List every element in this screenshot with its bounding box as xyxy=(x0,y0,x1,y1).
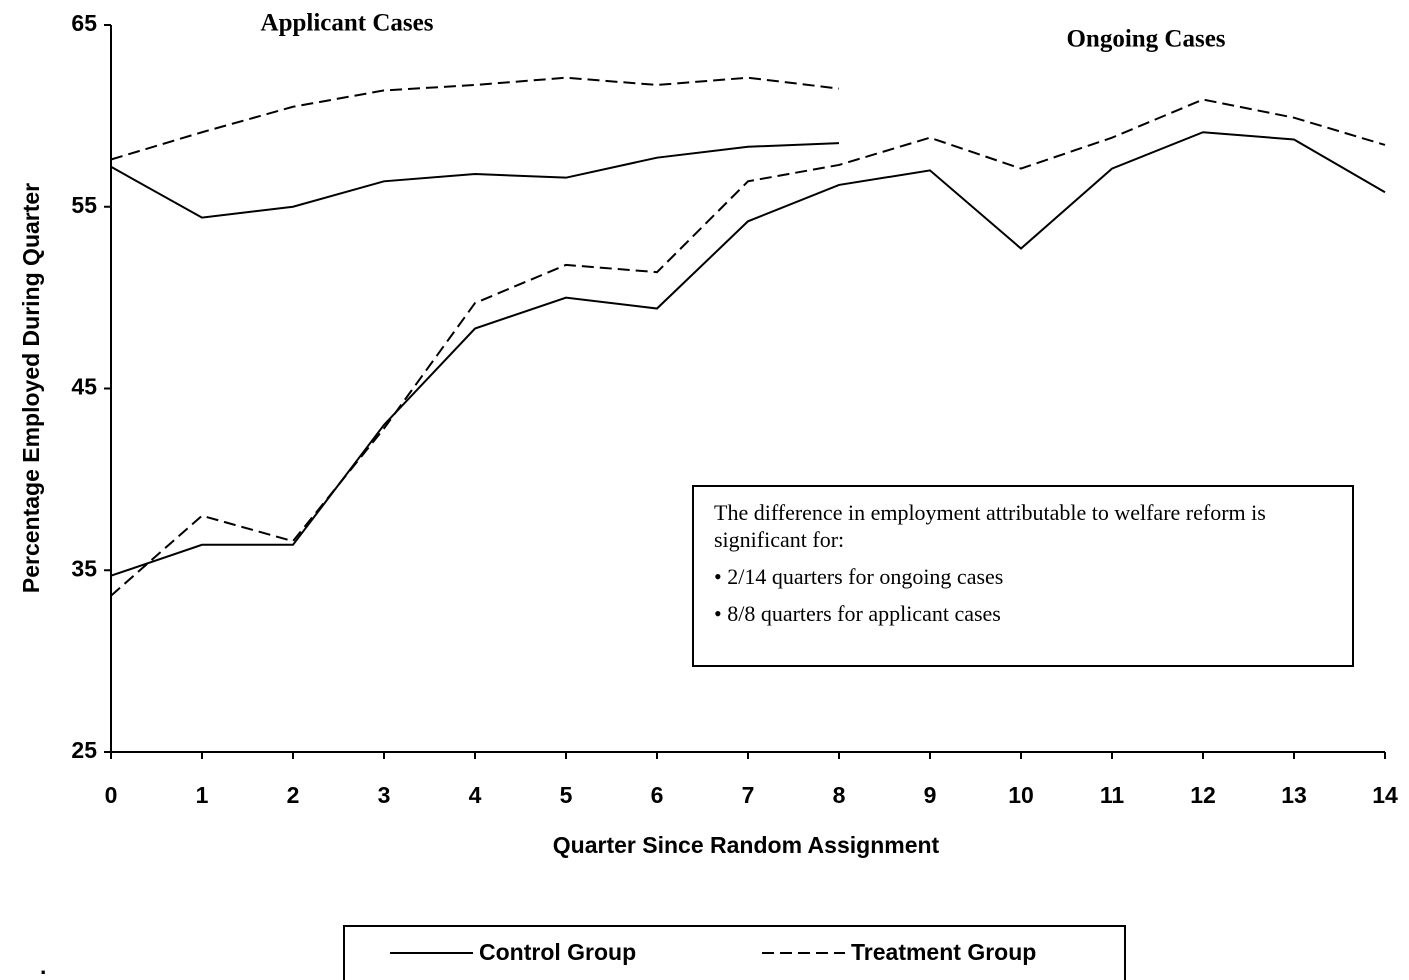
group-label: Applicant Cases xyxy=(261,10,434,37)
y-tick-label: 35 xyxy=(71,555,97,581)
annotation-box: The difference in employment attributabl… xyxy=(692,485,1354,667)
x-tick-label: 11 xyxy=(1100,782,1125,808)
y-tick-label: 45 xyxy=(71,374,97,400)
x-tick-label: 0 xyxy=(105,782,118,808)
annotation-bullet: • 2/14 quarters for ongoing cases xyxy=(714,564,1004,589)
x-tick-label: 5 xyxy=(560,782,573,808)
annotation-text: The difference in employment attributabl… xyxy=(714,500,1266,552)
footnote: . xyxy=(40,953,46,979)
legend xyxy=(343,925,1126,980)
x-tick-label: 7 xyxy=(742,782,755,808)
x-tick-label: 1 xyxy=(196,782,209,808)
series-line xyxy=(110,76,840,161)
x-tick-label: 14 xyxy=(1372,782,1398,808)
x-axis-title: Quarter Since Random Assignment xyxy=(553,832,940,858)
x-tick-label: 3 xyxy=(378,782,391,808)
y-axis-title: Percentage Employed During Quarter xyxy=(18,183,44,593)
series-line xyxy=(110,142,840,219)
x-tick-label: 6 xyxy=(651,782,664,808)
y-tick-label: 55 xyxy=(71,192,97,218)
x-tick-label: 10 xyxy=(1008,782,1034,808)
x-tick-label: 8 xyxy=(833,782,846,808)
y-tick-label: 65 xyxy=(71,10,97,36)
x-tick-label: 4 xyxy=(469,782,482,808)
group-label: Ongoing Cases xyxy=(1066,26,1225,53)
x-tick-label: 12 xyxy=(1190,782,1216,808)
legend-label: Treatment Group xyxy=(851,939,1036,965)
x-tick-label: 13 xyxy=(1281,782,1307,808)
annotation-bullet: • 8/8 quarters for applicant cases xyxy=(714,601,1001,626)
series-line xyxy=(110,98,1386,597)
y-tick-label: 25 xyxy=(71,737,97,763)
x-tick-label: 2 xyxy=(287,782,300,808)
legend-label: Control Group xyxy=(479,939,636,965)
x-tick-label: 9 xyxy=(924,782,937,808)
